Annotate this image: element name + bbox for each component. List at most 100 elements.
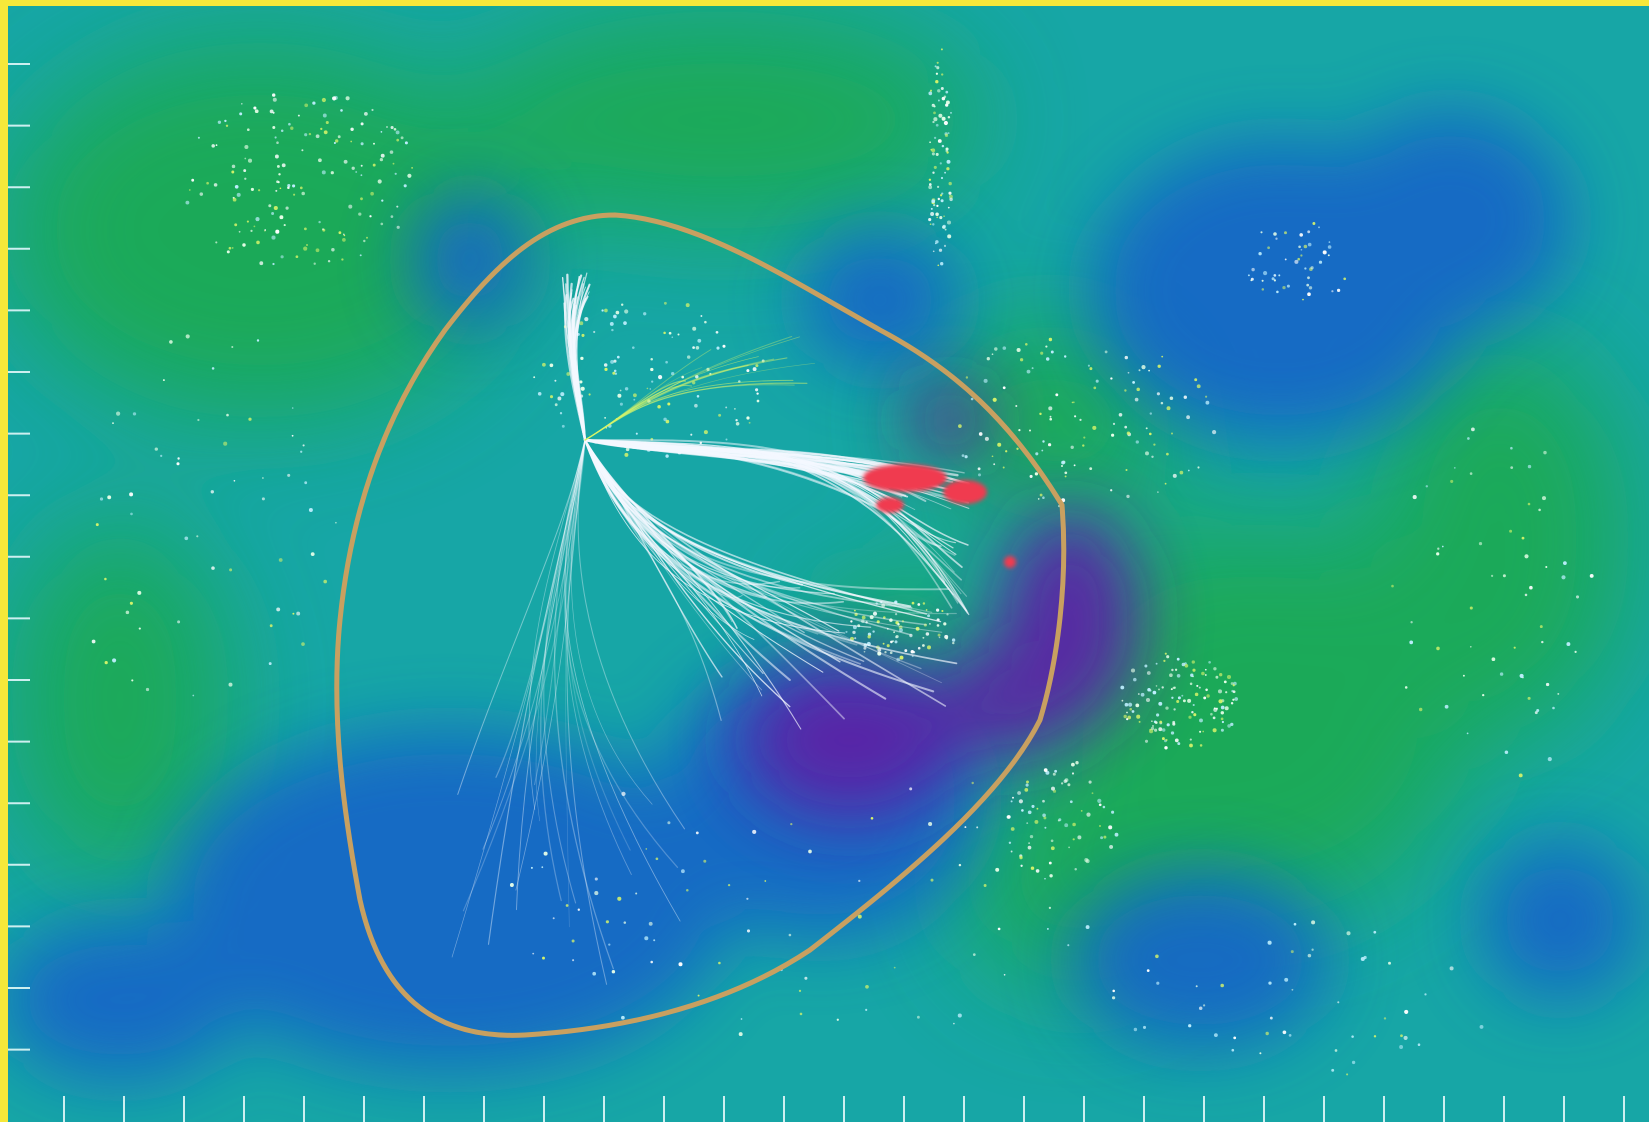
particle [854, 612, 858, 617]
particle [1343, 277, 1347, 281]
particle [533, 376, 536, 379]
particle [1166, 452, 1169, 456]
particle [322, 113, 327, 118]
particle [948, 181, 952, 186]
particle [942, 224, 946, 229]
particle [301, 191, 305, 196]
particle [1067, 783, 1071, 787]
particle [177, 620, 181, 624]
particle [1191, 710, 1194, 714]
particle [542, 956, 545, 960]
particle [1031, 367, 1034, 370]
particle [746, 929, 751, 933]
particle [1161, 686, 1164, 689]
particle [1450, 479, 1454, 483]
particle [1068, 846, 1070, 849]
particle [1276, 290, 1279, 294]
particle [845, 630, 848, 633]
particle [611, 969, 616, 974]
particle [940, 87, 944, 90]
particle [1170, 688, 1173, 691]
flow-line [574, 285, 590, 441]
particle [1220, 711, 1225, 715]
particle [403, 184, 407, 188]
particle [609, 321, 614, 326]
flow-line [516, 439, 586, 911]
particle [231, 246, 234, 249]
particle [340, 109, 343, 112]
particle [1064, 475, 1067, 478]
particle [1064, 471, 1068, 475]
particle [1025, 783, 1029, 787]
particle [197, 418, 200, 422]
particle [1307, 230, 1311, 234]
particle [581, 333, 585, 337]
particle [912, 651, 916, 654]
particle [229, 568, 233, 572]
particle [1164, 482, 1167, 485]
particle [1158, 701, 1163, 706]
flow-line [565, 439, 586, 928]
particle [91, 639, 96, 644]
flow-line [540, 439, 586, 902]
particle [1275, 237, 1278, 240]
particle [850, 620, 853, 623]
particle [1187, 469, 1190, 472]
particle [1391, 584, 1394, 588]
particle [1149, 689, 1152, 692]
particle [941, 609, 944, 613]
particle [948, 194, 953, 199]
particle [619, 402, 623, 406]
particle [256, 240, 260, 245]
particle [1192, 668, 1196, 672]
particle [1133, 677, 1137, 682]
particle [1135, 703, 1140, 708]
particle [234, 184, 239, 189]
particle [940, 262, 944, 266]
particle [1403, 1035, 1408, 1040]
particle [1198, 686, 1201, 689]
particle [1010, 827, 1015, 831]
particle [303, 246, 308, 251]
particle [360, 197, 363, 201]
particle [1155, 662, 1158, 665]
particle [1529, 585, 1533, 590]
particle [389, 150, 394, 154]
particle [925, 609, 928, 611]
particle [226, 413, 229, 417]
particle [287, 184, 291, 188]
particle [1108, 825, 1113, 830]
particle [715, 330, 719, 334]
particle [584, 317, 589, 322]
particle [1044, 826, 1047, 829]
particle [350, 140, 353, 143]
particle [650, 367, 654, 372]
particle [271, 212, 275, 215]
flow-line [584, 439, 911, 473]
particle [916, 1015, 920, 1019]
particle [604, 367, 608, 371]
particle [1049, 874, 1053, 878]
particle [1373, 1035, 1377, 1038]
particle [650, 960, 653, 964]
density-field [8, 6, 1649, 1122]
particles [91, 48, 1594, 1076]
particle [1138, 369, 1141, 372]
particle [184, 536, 189, 541]
particle [1215, 675, 1219, 679]
particle [935, 123, 939, 127]
particle [372, 163, 376, 167]
particle [1232, 684, 1235, 687]
particle [542, 362, 546, 367]
particle [613, 314, 617, 319]
particle [1043, 816, 1047, 820]
particle [262, 477, 264, 479]
particle [836, 1018, 839, 1021]
boundary-contour [334, 212, 1067, 1038]
particle [1118, 412, 1123, 417]
particle [946, 167, 950, 171]
particle [1462, 674, 1465, 677]
particle [1085, 859, 1090, 864]
particle [1026, 369, 1031, 374]
particle [1092, 425, 1097, 430]
